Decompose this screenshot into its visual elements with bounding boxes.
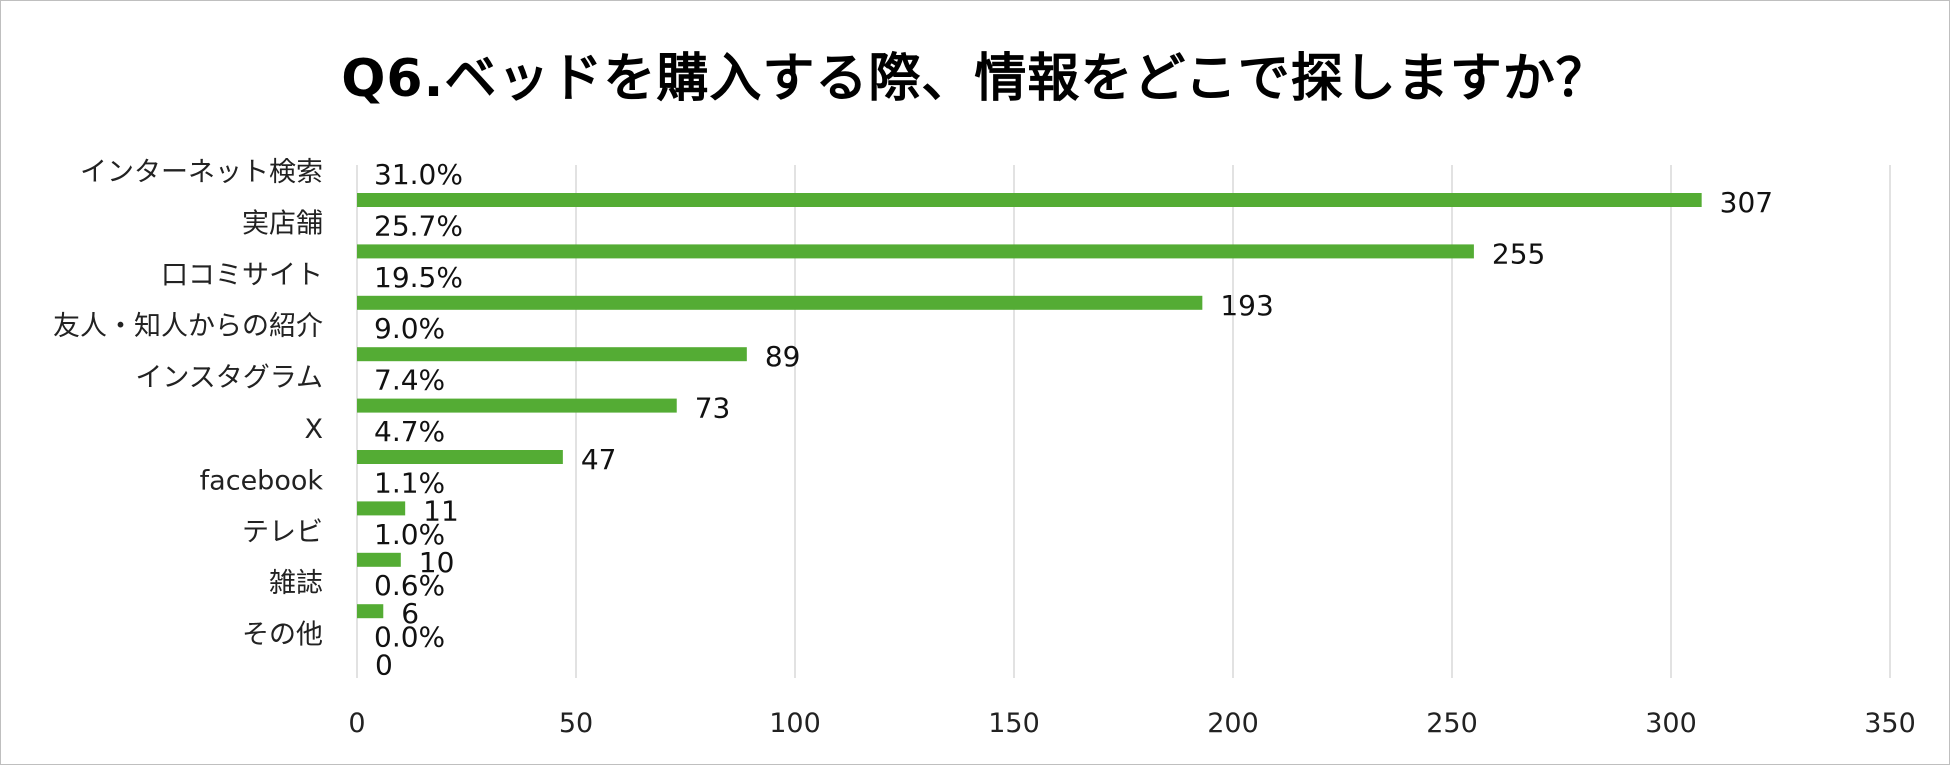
category-label: インターネット検索 (80, 157, 323, 188)
percent-label: 1.0% (374, 518, 445, 551)
x-tick-label: 50 (559, 708, 593, 739)
value-label: 47 (581, 443, 617, 476)
bar (357, 501, 406, 516)
bar (357, 193, 1702, 207)
x-tick-label: 100 (769, 708, 821, 739)
category-label: インスタグラム (135, 363, 323, 394)
percent-label: 25.7% (374, 209, 463, 242)
x-tick-label: 350 (1864, 708, 1916, 739)
category-label: 口コミサイト (161, 260, 323, 291)
percent-label: 19.5% (374, 261, 463, 294)
value-label: 193 (1220, 289, 1273, 322)
category-label: テレビ (242, 517, 323, 548)
value-label: 0 (375, 649, 393, 682)
bars (357, 193, 1702, 619)
percent-label: 4.7% (374, 415, 445, 448)
bar (357, 450, 563, 464)
category-label: 友人・知人からの紹介 (53, 311, 323, 342)
category-label: facebook (200, 465, 324, 496)
value-label: 307 (1720, 186, 1773, 219)
percent-label: 0.0% (374, 621, 445, 654)
value-label: 255 (1492, 237, 1545, 270)
value-label: 89 (765, 340, 801, 373)
value-label: 10 (419, 546, 455, 579)
x-tick-label: 300 (1645, 708, 1697, 739)
category-label: 雑誌 (269, 568, 323, 599)
category-label: 実店舗 (242, 208, 323, 239)
percent-label: 0.6% (374, 569, 445, 602)
x-tick-label: 150 (988, 708, 1040, 739)
percent-label: 1.1% (374, 466, 445, 499)
value-label: 11 (423, 494, 459, 527)
category-label: X (305, 414, 324, 445)
value-label: 6 (401, 597, 419, 630)
bar (357, 552, 401, 567)
value-label: 73 (695, 392, 731, 425)
x-tick-label: 200 (1207, 708, 1259, 739)
bar (357, 244, 1474, 259)
x-tick-label: 250 (1426, 708, 1478, 739)
bar (357, 295, 1203, 310)
bar (357, 347, 747, 362)
category-label: その他 (242, 620, 323, 651)
percent-label: 7.4% (374, 364, 445, 397)
percent-label: 9.0% (374, 312, 445, 345)
x-tick-label: 0 (348, 708, 365, 739)
bar (357, 604, 384, 619)
chart-title: Q6.ベッドを購入する際、情報をどこで探しますか？ (341, 49, 1609, 109)
percent-label: 31.0% (374, 158, 463, 191)
gridlines (356, 165, 1891, 678)
bar (357, 398, 677, 413)
